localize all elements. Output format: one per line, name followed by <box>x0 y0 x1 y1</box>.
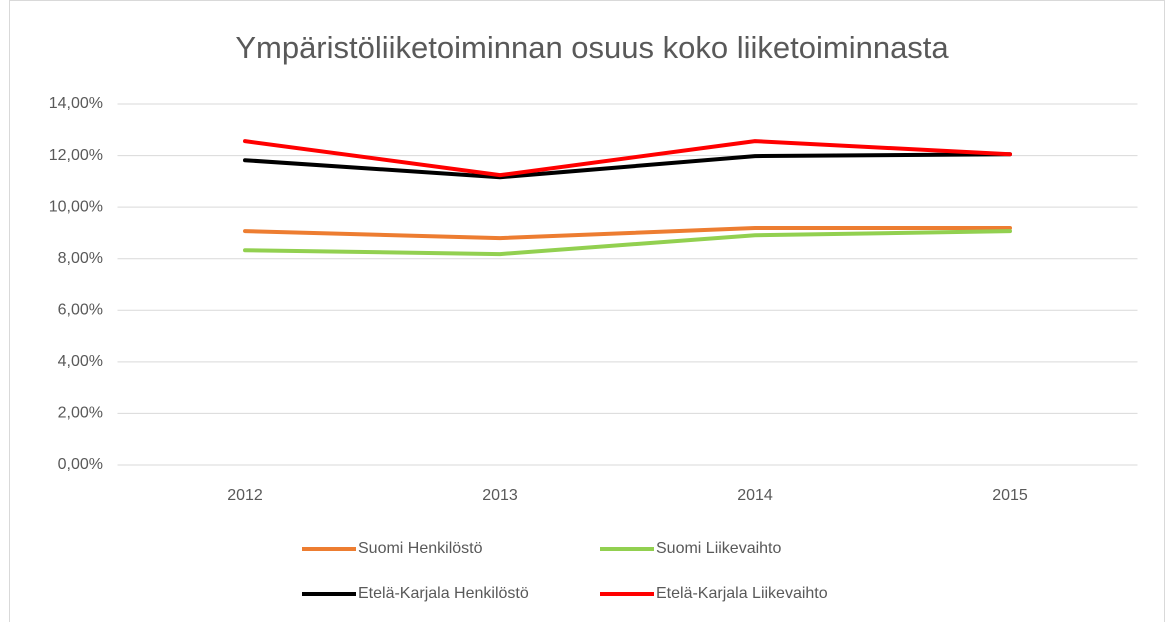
legend-label: Suomi Liikevaihto <box>656 540 782 557</box>
y-tick-label: 10,00% <box>49 198 103 215</box>
y-tick-label: 2,00% <box>58 405 103 422</box>
legend-label: Etelä-Karjala Henkilöstö <box>358 585 529 602</box>
y-tick-label: 0,00% <box>58 456 103 473</box>
y-tick-label: 8,00% <box>58 250 103 267</box>
series-line <box>243 152 1012 180</box>
legend-label: Suomi Henkilöstö <box>358 540 483 557</box>
chart-title: Ympäristöliiketoiminnan osuus koko liike… <box>235 30 949 65</box>
series-line <box>243 139 1012 178</box>
chart-frame <box>9 0 1165 622</box>
x-tick-label: 2012 <box>227 487 263 504</box>
y-tick-label: 12,00% <box>49 147 103 164</box>
legend-label: Etelä-Karjala Liikevaihto <box>656 585 828 602</box>
x-tick-label: 2015 <box>992 487 1028 504</box>
series-line <box>243 229 1012 257</box>
x-tick-label: 2014 <box>737 487 773 504</box>
y-tick-label: 4,00% <box>58 353 103 370</box>
y-tick-label: 6,00% <box>58 302 103 319</box>
x-tick-label: 2013 <box>482 487 518 504</box>
series-line <box>243 226 1012 241</box>
y-tick-label: 14,00% <box>49 95 103 112</box>
